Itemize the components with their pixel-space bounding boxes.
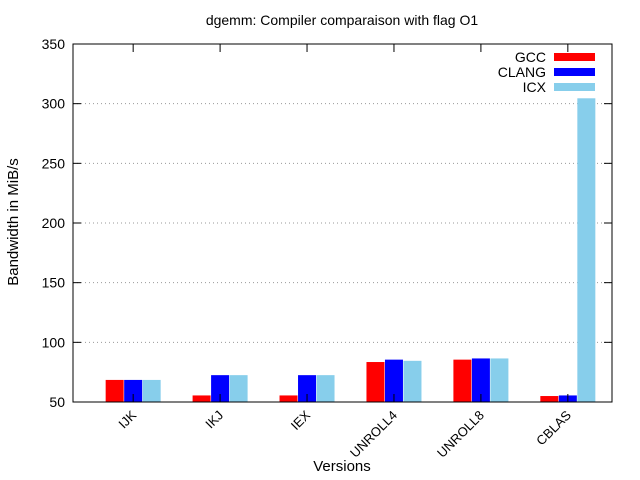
y-tick-label: 200 <box>42 215 66 231</box>
x-tick-label: UNROLL4 <box>347 408 400 461</box>
legend-swatch <box>554 68 595 76</box>
bar <box>403 360 422 402</box>
x-tick-label: CBLAS <box>533 407 574 448</box>
bar <box>540 396 559 402</box>
bar <box>211 375 230 402</box>
legend-swatch <box>554 83 595 91</box>
legend-label: GCC <box>515 49 546 65</box>
x-tick-label: UNROLL8 <box>434 408 487 461</box>
y-axis-label: Bandwidth in MiB/s <box>5 158 22 286</box>
legend-label: CLANG <box>498 64 546 80</box>
x-axis-label: Versions <box>313 458 371 475</box>
grid-lines <box>73 103 612 343</box>
bar <box>384 359 403 402</box>
bar <box>229 375 248 402</box>
bar <box>192 395 211 402</box>
x-tick-label: IEX <box>288 407 314 433</box>
y-tick-label: 100 <box>42 334 66 350</box>
plot-frame <box>72 43 613 403</box>
bar <box>453 359 472 402</box>
y-tick-label: 50 <box>49 394 65 410</box>
x-tick-label: IKJ <box>202 408 226 432</box>
bar <box>577 98 596 403</box>
bar <box>490 358 509 402</box>
bars <box>105 98 596 403</box>
bar <box>366 362 385 402</box>
x-tick-label: IJK <box>115 407 139 431</box>
bar <box>316 375 335 402</box>
legend-label: ICX <box>523 79 547 95</box>
bar <box>471 358 490 402</box>
y-ticks: 50 100 150 200 250 300 350 <box>42 36 612 410</box>
bar <box>298 375 317 402</box>
y-tick-label: 300 <box>42 96 66 112</box>
legend-swatch <box>554 53 595 61</box>
y-tick-label: 350 <box>42 36 66 52</box>
bar <box>279 395 298 402</box>
chart-title: dgemm: Compiler comparaison with flag O1 <box>206 12 479 28</box>
bar <box>124 379 143 402</box>
y-tick-label: 150 <box>42 275 66 291</box>
bar <box>142 379 161 402</box>
y-tick-label: 250 <box>42 155 66 171</box>
bar <box>105 379 124 402</box>
